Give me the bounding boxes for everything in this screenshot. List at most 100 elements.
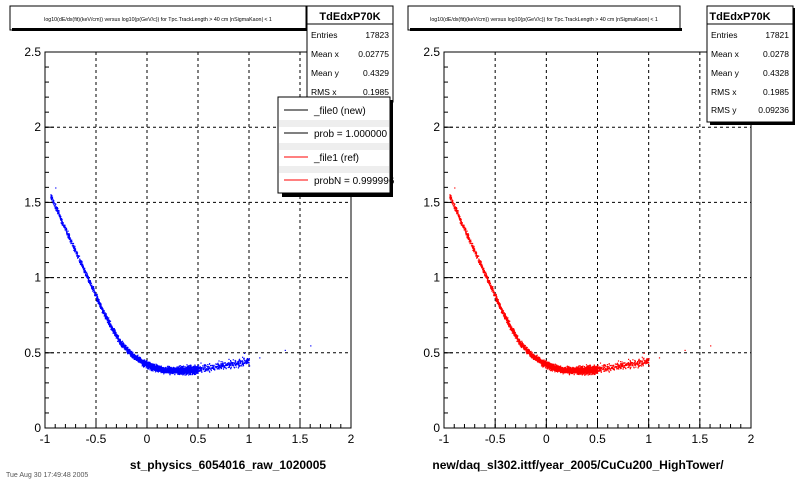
left-scatter-point	[194, 370, 196, 372]
right-scatter-point	[532, 358, 534, 360]
left-scatter-point	[207, 365, 209, 367]
left-scatter-point	[233, 367, 236, 369]
left-scatter-point	[164, 372, 166, 374]
left-scatter-point	[146, 361, 148, 363]
left-scatter-point	[185, 373, 187, 375]
left-scatter-point	[80, 260, 82, 262]
left-scatter-point	[158, 369, 160, 371]
left-scatter-point	[66, 231, 68, 233]
left-scatter-point	[108, 317, 110, 319]
left-stats-label-0: Entries	[311, 30, 337, 40]
left-scatter-point	[180, 370, 182, 372]
left-scatter-point	[148, 363, 150, 365]
left-title-box	[9, 5, 307, 31]
right-scatter-point	[597, 364, 599, 366]
left-scatter-point	[132, 355, 134, 357]
left-scatter-point	[156, 369, 158, 371]
left-scatter-point	[169, 373, 171, 375]
left-scatter-point	[180, 365, 182, 367]
left-scatter-point	[106, 318, 108, 320]
left-scatter-point	[180, 366, 182, 368]
left-scatter-point	[190, 370, 192, 372]
left-scatter-point	[104, 313, 106, 315]
left-scatter-point	[96, 299, 98, 302]
left-scatter-point	[165, 367, 167, 369]
left-scatter-point	[160, 370, 162, 373]
left-scatter-point	[178, 365, 180, 367]
left-scatter-point	[156, 364, 158, 366]
left-scatter-point	[73, 250, 76, 252]
left-scatter-point	[145, 361, 148, 363]
left-scatter-point	[97, 302, 100, 304]
right-scatter-point	[611, 366, 613, 368]
left-scatter-point	[219, 366, 221, 368]
left-scatter-point	[155, 370, 157, 372]
right-scatter-point	[605, 368, 607, 370]
left-scatter-point	[64, 227, 66, 229]
left-scatter-point	[205, 369, 207, 371]
left-scatter-point	[181, 371, 183, 373]
left-scatter-point	[196, 366, 198, 368]
left-scatter-point	[228, 358, 230, 360]
left-scatter-point	[200, 367, 202, 369]
left-scatter-point	[239, 360, 241, 362]
left-scatter-point	[62, 224, 64, 226]
left-scatter-point	[183, 371, 185, 373]
left-scatter-point	[153, 365, 155, 367]
left-scatter-point	[172, 372, 175, 374]
left-ticks: -1 -0.5 0 0.5 1 1.5 200.511.522.5	[24, 45, 354, 446]
left-scatter-point	[97, 299, 99, 301]
left-scatter-point	[180, 372, 183, 374]
left-scatter-point	[107, 317, 109, 319]
left-scatter-point	[195, 368, 198, 370]
right-scatter-point	[475, 250, 477, 253]
left-scatter-point	[249, 365, 251, 367]
right-scatter-point	[593, 372, 595, 374]
left-stats-frame	[306, 5, 394, 103]
left-scatter-point	[198, 370, 200, 372]
left-scatter-point	[155, 365, 157, 367]
left-scatter-point	[217, 364, 219, 366]
left-scatter-point	[153, 369, 155, 371]
left-scatter-point	[126, 350, 128, 352]
left-scatter-point	[157, 370, 159, 372]
left-scatter-point	[102, 311, 104, 314]
left-y-tick-label: 0.5	[24, 346, 41, 360]
left-scatter-point	[198, 367, 200, 370]
left-scatter-point	[82, 263, 84, 265]
left-scatter-point	[172, 366, 175, 368]
left-scatter-point	[127, 348, 129, 350]
left-scatter-point	[184, 370, 186, 372]
left-scatter-point	[90, 281, 92, 283]
left-scatter-point	[88, 281, 90, 283]
right-scatter-point	[455, 207, 458, 209]
left-scatter-point	[87, 275, 89, 277]
right-scatter-point	[557, 371, 559, 373]
left-scatter-point	[207, 369, 209, 371]
left-scatter-point	[173, 368, 175, 370]
right-scatter-point	[504, 313, 506, 315]
left-scatter-point	[187, 365, 189, 367]
left-scatter-point	[139, 360, 142, 362]
left-scatter-point	[99, 303, 101, 305]
left-scatter-point	[119, 343, 121, 345]
right-scatter-point	[572, 367, 574, 369]
right-scatter-point	[642, 365, 644, 367]
right-scatter-point	[579, 365, 581, 367]
right-scatter-points	[449, 187, 712, 376]
left-scatter-point	[55, 187, 57, 189]
left-scatter-point	[112, 329, 114, 331]
left-scatter-point	[185, 372, 187, 374]
left-scatter-point	[87, 280, 89, 282]
left-scatter-point	[192, 371, 194, 374]
left-scatter-point	[108, 321, 110, 323]
left-scatter-point	[131, 353, 133, 355]
left-scatter-point	[90, 285, 92, 287]
right-scatter-point	[589, 364, 591, 366]
left-scatter-point	[201, 367, 203, 369]
left-scatter-point	[235, 366, 237, 368]
left-scatter-point	[231, 362, 233, 364]
left-scatter-point	[112, 332, 114, 334]
left-scatter-point	[224, 362, 226, 364]
left-stats-box: TdEdxP70K Entries 17823 Mean x 0.02775 M…	[306, 5, 394, 103]
